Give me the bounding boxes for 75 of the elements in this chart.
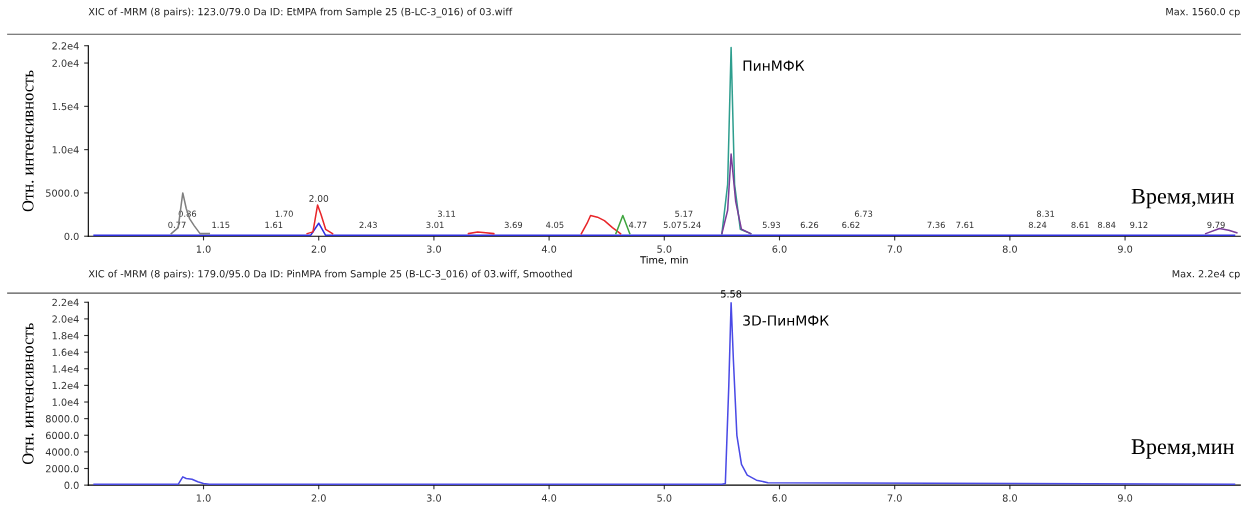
annotation: 5.17 <box>675 210 693 217</box>
annotation: 7.61 <box>956 221 974 229</box>
annotation: ПинМФК <box>743 60 805 71</box>
y-tick-label: 2000.0 <box>45 464 79 473</box>
annotation: 2.00 <box>309 195 329 202</box>
chart-title: XIC of -MRM (8 pairs): 123.0/79.0 Da ID: EtMPA from Sample 25 (B-LC-3_016) of 03.wiff <box>88 7 513 18</box>
x-tick-label: 1.0 <box>196 494 211 502</box>
y-tick-label: 4000.0 <box>45 448 79 456</box>
y-tick-label: 0.0 <box>64 481 79 489</box>
y-tick-label: 0.0 <box>64 232 79 241</box>
x-tick-label: 8.0 <box>1002 494 1017 502</box>
annotation: 3D-ПинМФК <box>743 315 829 326</box>
y-tick-label: 1.0e4 <box>52 146 79 154</box>
annotation: 5.58 <box>721 290 742 298</box>
x-tick-label: 3.0 <box>426 245 441 253</box>
y-tick-label: 2.2e4 <box>52 42 79 50</box>
annotation: 5.93 <box>762 221 781 229</box>
y-tick-label: 1.8e4 <box>52 331 79 340</box>
annotation: 8.31 <box>1036 210 1055 217</box>
annotation: 3.69 <box>504 221 523 229</box>
annotation: 1.70 <box>275 210 293 217</box>
x-tick-label: 7.0 <box>887 494 902 502</box>
chart-subtitle: Max. 1560.0 cp <box>1166 7 1240 18</box>
annotation: 5.07 <box>663 221 681 229</box>
annotation: 2.43 <box>359 221 377 229</box>
annotation: 6.26 <box>800 221 819 229</box>
annotation: 4.05 <box>545 221 564 229</box>
x-axis-title: Time, min <box>640 256 688 265</box>
annotation: 1.61 <box>265 221 283 229</box>
annotation: 5.24 <box>683 221 701 229</box>
annotation: 9.79 <box>1207 221 1225 229</box>
x-tick-label: 1.0 <box>196 245 211 253</box>
y-tick-label: 1.5e4 <box>52 102 79 111</box>
x-tick-label: 6.0 <box>772 494 787 502</box>
annotation: 8.24 <box>1028 221 1047 229</box>
annotation: 1.15 <box>212 221 230 229</box>
y-tick-label: 1.2e4 <box>52 381 79 390</box>
y-axis-title: Отн. интенсивность <box>22 323 34 465</box>
annotation: 3.11 <box>437 210 456 217</box>
annotation: 8.61 <box>1071 221 1089 229</box>
x-tick-label: 4.0 <box>541 494 557 502</box>
y-tick-label: 1.4e4 <box>52 365 79 373</box>
annotation: 9.12 <box>1130 221 1148 229</box>
line-series <box>170 192 211 235</box>
annotation: 8.84 <box>1097 221 1116 229</box>
x-tick-label: 5.0 <box>657 494 672 502</box>
annotation: 3.01 <box>426 221 444 229</box>
x-tick-label: 3.0 <box>426 494 441 502</box>
y-tick-label: 8000.0 <box>45 415 79 423</box>
y-tick-label: 2.0e4 <box>52 59 79 67</box>
annotation: 6.73 <box>854 210 873 217</box>
x-tick-label: 2.0 <box>311 245 326 253</box>
annotation: Время,мин <box>1131 439 1234 459</box>
chart-title: XIC of -MRM (8 pairs): 179.0/95.0 Da ID: PinMPA from Sample 25 (B-LC-3_016) of 03.wiff, Smoothed <box>88 269 572 280</box>
x-tick-label: 5.0 <box>657 245 672 253</box>
y-tick-label: 1.0e4 <box>52 398 79 406</box>
x-tick-label: 8.0 <box>1002 245 1017 253</box>
y-tick-label: 2.2e4 <box>52 298 79 307</box>
x-tick-label: 2.0 <box>311 494 326 502</box>
annotation: 6.62 <box>842 221 860 229</box>
annotation: 7.36 <box>927 221 945 229</box>
line-series <box>93 302 1236 486</box>
annotation: 4.77 <box>628 221 647 228</box>
y-tick-label: 2.0e4 <box>52 315 79 323</box>
chart-subtitle: Max. 2.2e4 cp <box>1172 270 1240 280</box>
annotation: Время,мин <box>1131 188 1234 209</box>
y-tick-label: 1.6e4 <box>52 348 79 356</box>
x-tick-label: 6.0 <box>772 245 787 253</box>
y-axis-title: Отн. интенсивность <box>22 70 34 212</box>
y-tick-label: 5000.0 <box>46 189 79 197</box>
y-tick-label: 6000.0 <box>45 431 79 440</box>
x-tick-label: 9.0 <box>1117 494 1133 502</box>
x-tick-label: 9.0 <box>1117 245 1133 253</box>
x-tick-label: 7.0 <box>887 245 902 253</box>
x-tick-label: 4.0 <box>541 245 557 253</box>
